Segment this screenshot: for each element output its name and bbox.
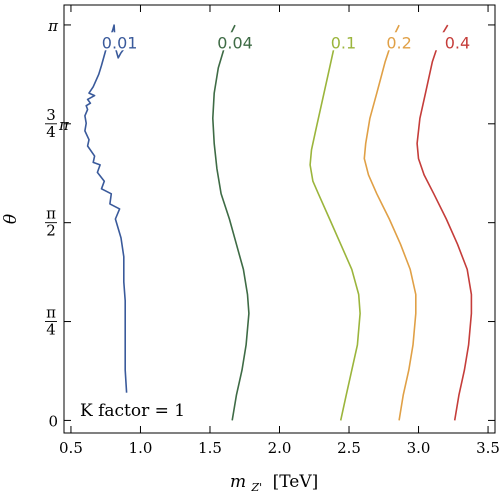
y-tick-label-text: π	[47, 17, 59, 35]
y-axis-title: θ	[1, 214, 21, 224]
k-factor-annotation: K factor = 1	[80, 401, 185, 421]
contour-label: 0.4	[445, 33, 470, 52]
x-axis-title-symbol: m	[230, 472, 246, 492]
contour-line-0-2	[363, 24, 417, 421]
contour-label-bg	[435, 32, 480, 51]
contour-line-0-1	[309, 42, 361, 421]
contour-label: 0.1	[331, 33, 356, 52]
contour-label-bg	[377, 32, 422, 51]
y-tick-label: π4	[45, 304, 57, 339]
contour-label: 0.04	[217, 33, 253, 52]
y-tick-label-text: 0	[48, 412, 58, 430]
x-tick-label: 1.0	[129, 439, 153, 457]
y-tick-label-denominator: 4	[46, 321, 56, 339]
x-axis-title: m Z' [TeV]	[230, 472, 318, 493]
contour-line-0-04	[212, 24, 250, 421]
y-tick-label: 0	[48, 412, 58, 430]
y-tick-label-suffix: π	[58, 116, 70, 134]
y-tick-label-denominator: 4	[46, 123, 56, 141]
x-tick-label: 0.5	[59, 439, 83, 457]
contour-line-0-01	[84, 24, 129, 393]
x-axis-title-unit: [TeV]	[273, 472, 319, 492]
x-tick-label: 1.5	[198, 439, 222, 457]
y-tick-label: π2	[45, 205, 57, 240]
contour-label: 0.2	[386, 33, 411, 52]
y-tick-label-denominator: 2	[46, 222, 56, 240]
contour-line-0-4	[416, 24, 473, 421]
contour-label: 0.01	[102, 33, 138, 52]
contour-label-bg	[97, 32, 142, 51]
y-tick-label: π	[47, 17, 59, 35]
y-tick-label-numerator: π	[46, 304, 56, 322]
x-tick-label: 3.5	[476, 439, 500, 457]
x-tick-label: 2.5	[337, 439, 361, 457]
x-axis-ticks: 0.5 1.0 1.5 2.0 2.5 3.0 3.5	[59, 5, 500, 457]
contour-label-bg	[321, 32, 366, 51]
x-axis-title-subscript: Z'	[251, 481, 263, 493]
contour-lines	[84, 24, 473, 421]
x-tick-label: 3.0	[407, 439, 431, 457]
y-tick-label-numerator: π	[46, 205, 56, 223]
x-tick-label: 2.0	[268, 439, 292, 457]
y-tick-label: 34 π	[45, 106, 70, 141]
contour-label-bg	[213, 32, 258, 51]
contour-labels: 0.01 0.04 0.1 0.2 0.4	[97, 32, 480, 52]
y-tick-label-numerator: 3	[46, 106, 56, 124]
